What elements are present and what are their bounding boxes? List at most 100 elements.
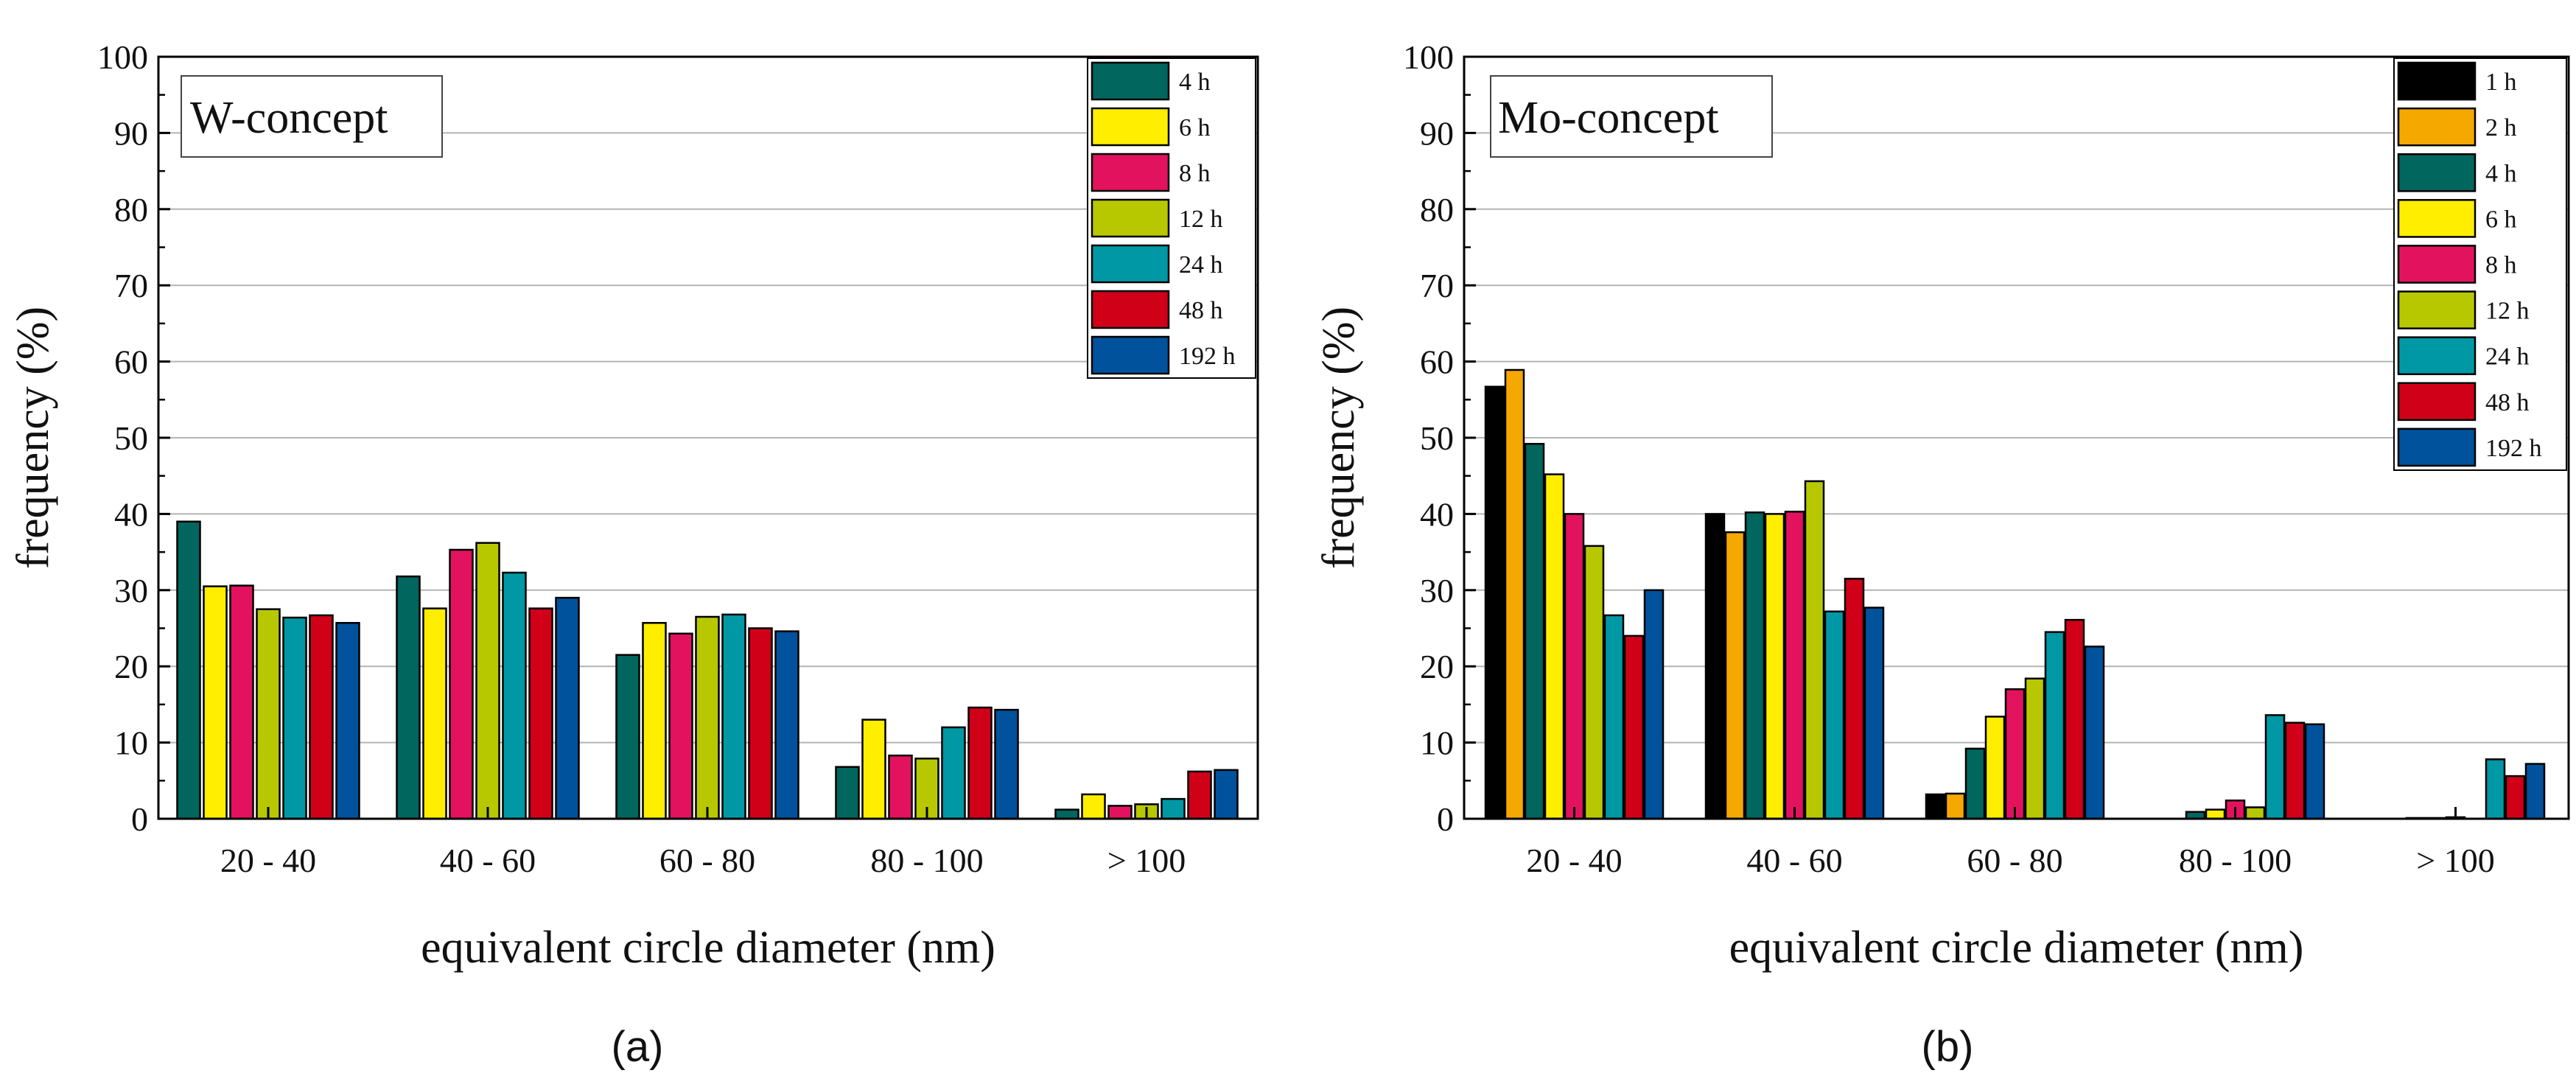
chart-title-box xyxy=(181,75,443,158)
bar-6h-1 xyxy=(203,585,228,820)
chart-title: W-concept xyxy=(190,93,388,143)
legend-swatch-192h xyxy=(2397,427,2477,467)
legend-label: 8 h xyxy=(2485,252,2517,279)
bar-1h-2 xyxy=(1704,513,1726,820)
bar-6h-2 xyxy=(422,607,447,820)
chart-title: Mo-concept xyxy=(1498,93,1719,143)
y-tick-label: 40 xyxy=(1420,495,1454,533)
bar-48h-3 xyxy=(2064,618,2085,820)
y-tick-label: 50 xyxy=(114,419,148,457)
bar-48h-4 xyxy=(967,706,993,820)
y-axis-title: frequency (%) xyxy=(1314,307,1364,569)
bar-1h-1 xyxy=(1484,385,1505,820)
bar-12h-3 xyxy=(695,615,720,820)
legend-swatch-8h xyxy=(2397,245,2477,284)
bar-4h-3 xyxy=(615,654,640,820)
bar-24h-2 xyxy=(1824,610,1845,820)
bar-4h-1 xyxy=(176,520,201,820)
bar-192h-4 xyxy=(2304,723,2325,820)
bar-4h-2 xyxy=(1744,511,1765,820)
bar-192h-3 xyxy=(2084,646,2105,820)
bar-12h-2 xyxy=(1804,480,1825,820)
legend-swatch-2h xyxy=(2397,107,2477,147)
legend-swatch-48h xyxy=(2397,382,2477,422)
legend-swatch-8h xyxy=(1091,153,1170,192)
y-tick-label: 30 xyxy=(114,572,148,609)
bar-6h-4 xyxy=(861,719,886,820)
chart-panel-b: 0 10 20 30 40 50 60 70 80 90 100 20 - 40 40 - 60 60 -… xyxy=(1314,38,2570,1071)
bar-8h-4 xyxy=(888,754,913,820)
bar-12h-3 xyxy=(2024,677,2045,820)
bar-24h-4 xyxy=(941,726,966,820)
x-tick-label: 40 - 60 xyxy=(1746,842,1842,879)
y-tick-label: 70 xyxy=(114,267,148,304)
y-tick-label: 100 xyxy=(97,38,148,76)
bar-48h-2 xyxy=(528,607,553,820)
bar-48h-1 xyxy=(1623,635,1645,820)
legend-label: 4 h xyxy=(1179,69,1211,96)
y-axis-title: frequency (%) xyxy=(8,307,58,569)
y-tick-label: 70 xyxy=(1420,267,1454,304)
bar-48h-2 xyxy=(1844,578,1865,820)
legend-swatch-192h xyxy=(1091,335,1170,375)
y-tick-label: 90 xyxy=(114,114,148,152)
bar-8h-2 xyxy=(449,548,474,820)
y-tick-label: 60 xyxy=(114,343,148,381)
y-tick-label: 10 xyxy=(114,724,148,762)
legend-swatch-12h xyxy=(2397,290,2477,329)
bar-24h-5 xyxy=(2485,758,2506,820)
bar-2h-1 xyxy=(1504,368,1525,820)
y-tick-label: 20 xyxy=(1420,648,1454,685)
bar-6h-3 xyxy=(1984,716,2006,820)
bar-4h-5 xyxy=(1054,808,1079,820)
bar-8h-1 xyxy=(1564,513,1585,820)
bar-8h-1 xyxy=(229,584,254,820)
legend-swatch-4h xyxy=(2397,153,2477,192)
bar-6h-3 xyxy=(642,622,667,820)
legend-label: 6 h xyxy=(1179,114,1211,141)
x-tick-label: 60 - 80 xyxy=(1967,842,2062,879)
bar-192h-5 xyxy=(2524,763,2546,820)
bar-192h-3 xyxy=(774,630,799,820)
legend-swatch-4h xyxy=(1091,61,1170,101)
bar-24h-1 xyxy=(282,616,307,820)
bar-48h-1 xyxy=(309,614,334,820)
legend: 4 h 6 h 8 h 12 h 24 h 48 h 192 h xyxy=(1087,57,1256,379)
x-tick-label: 40 - 60 xyxy=(440,842,536,879)
bar-24h-5 xyxy=(1161,797,1186,820)
y-tick-label: 100 xyxy=(1403,38,1454,76)
bar-1h-3 xyxy=(1925,793,1946,820)
legend-swatch-6h xyxy=(2397,199,2477,238)
chart-panel-a: 0 10 20 30 40 50 60 70 80 90 100 20 - 40 40 - 60 60 -… xyxy=(8,38,1259,1071)
legend-label: 48 h xyxy=(2485,389,2530,416)
y-tick-label: 80 xyxy=(1420,191,1454,228)
bar-12h-1 xyxy=(256,608,281,820)
bar-4h-2 xyxy=(396,575,421,820)
bar-6h-5 xyxy=(1081,793,1106,820)
legend-swatch-48h xyxy=(1091,290,1170,329)
bar-4h-4 xyxy=(835,766,860,820)
y-tick-label: 10 xyxy=(1420,724,1454,762)
x-axis-title: equivalent circle diameter (nm) xyxy=(1729,923,2304,973)
y-tick-label: 50 xyxy=(1420,419,1454,457)
bar-24h-4 xyxy=(2264,714,2286,820)
bar-4h-1 xyxy=(1524,443,1545,820)
bar-24h-3 xyxy=(721,613,746,820)
legend-label: 2 h xyxy=(2485,114,2517,141)
x-tick-label: 20 - 40 xyxy=(220,842,316,879)
bar-192h-5 xyxy=(1214,769,1239,820)
bar-192h-2 xyxy=(1863,607,1885,820)
bar-8h-5 xyxy=(1107,805,1133,820)
legend-label: 12 h xyxy=(2485,298,2530,325)
chart-title-box xyxy=(1490,75,1773,158)
bar-6h-4 xyxy=(2205,808,2226,820)
bar-48h-5 xyxy=(1187,770,1212,820)
bar-48h-4 xyxy=(2284,721,2306,820)
bar-24h-1 xyxy=(1603,614,1625,820)
y-tick-label: 0 xyxy=(1437,800,1454,838)
bar-8h-3 xyxy=(2004,688,2026,820)
panel-label: (a) xyxy=(612,1023,664,1071)
legend: 1 h 2 h 4 h 6 h 8 h 12 h 24 h 48 h 192 h xyxy=(2393,57,2567,471)
y-tick-label: 90 xyxy=(1420,114,1454,152)
